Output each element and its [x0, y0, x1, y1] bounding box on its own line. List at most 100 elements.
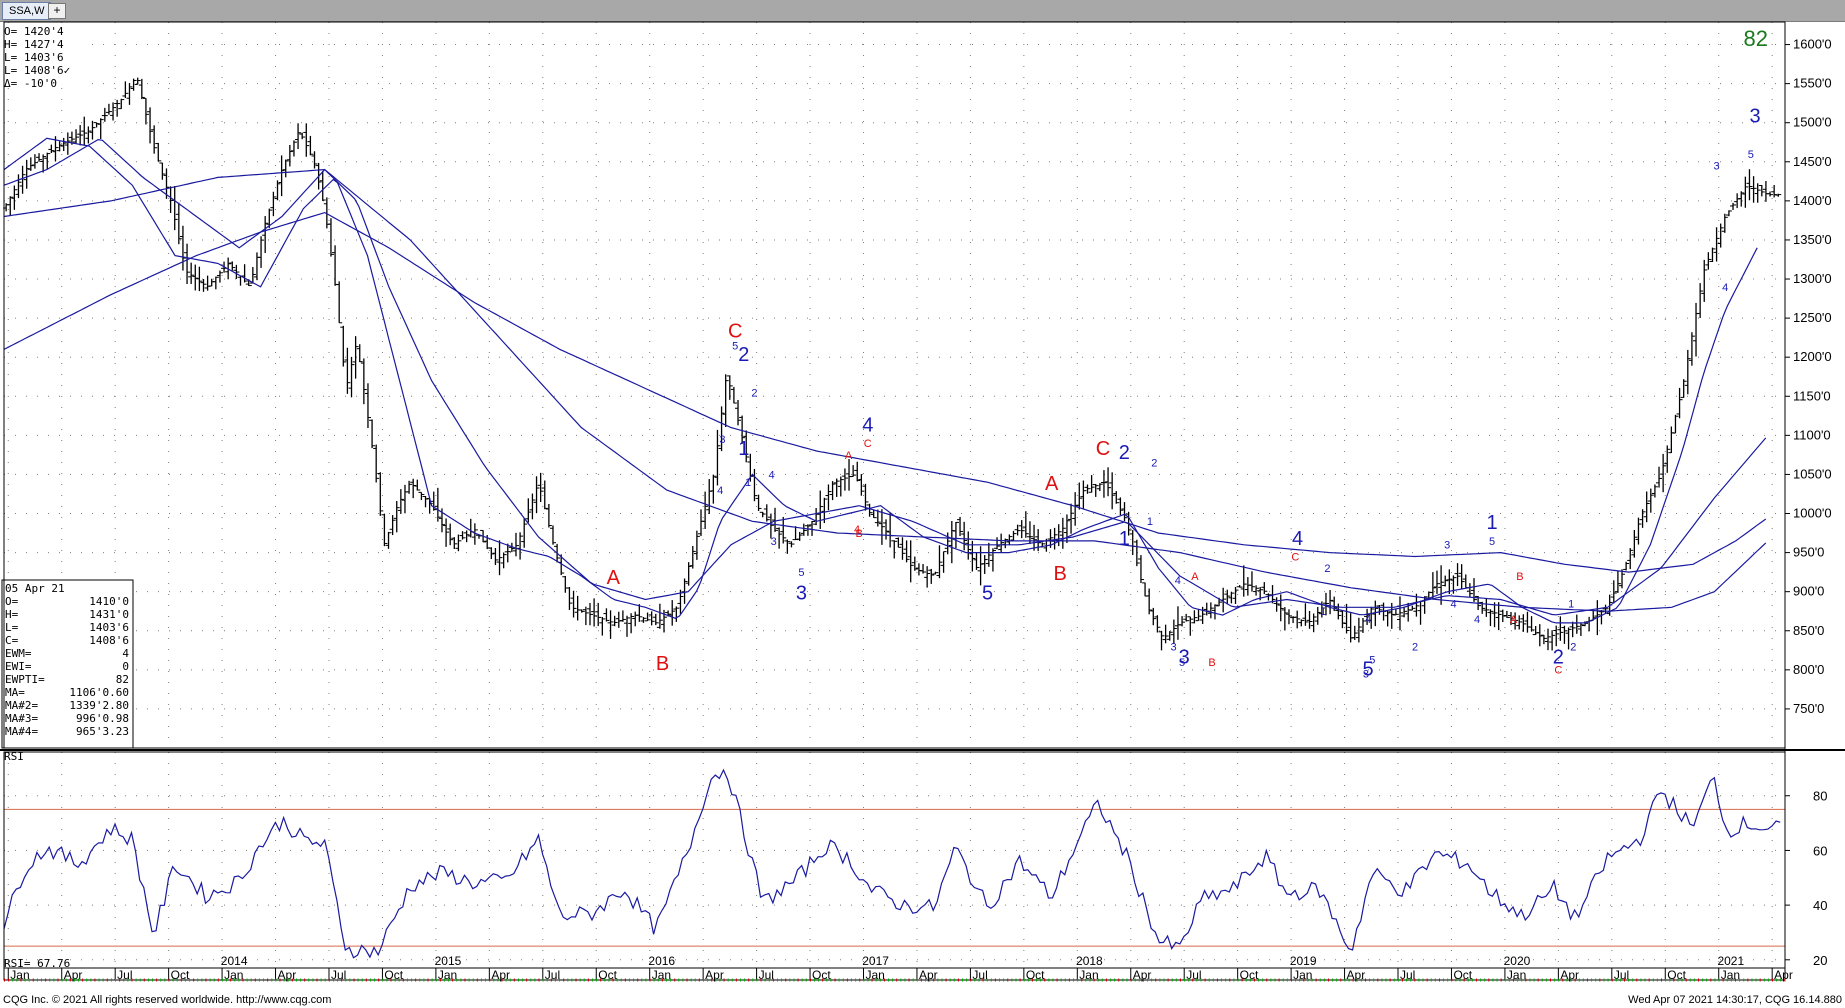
ohlc-row: H= 1427'4 — [4, 38, 64, 51]
price-tick-label: 1150'0 — [1793, 388, 1831, 403]
price-axis: 1600'0 1550'0 1500'0 1450'0 1400'0 1350'0 1300… — [1785, 37, 1832, 716]
info-key: H= — [5, 608, 19, 621]
year-label: 2021 — [1717, 954, 1744, 968]
month-label: Apr — [919, 968, 938, 982]
info-key: MA= — [5, 686, 25, 699]
month-label: Apr — [64, 968, 83, 982]
wave-label: B — [1054, 563, 1067, 585]
wave-label: A — [845, 450, 853, 462]
wave-label: 5 — [1489, 536, 1495, 548]
month-label: Jul — [331, 968, 346, 982]
rsi-tick-label: 60 — [1813, 843, 1827, 858]
price-tick-label: 1300'0 — [1793, 271, 1832, 286]
price-tick-label: 1600'0 — [1793, 37, 1832, 52]
ohlc-row: L= 1403'6 — [4, 51, 64, 64]
wave-label: 4 — [862, 414, 873, 436]
info-key: MA#3= — [5, 712, 38, 725]
info-value: 965'3.23 — [76, 725, 129, 738]
wave-label: 3 — [1444, 540, 1450, 552]
wave-label: 2 — [1151, 458, 1157, 470]
info-value: 82 — [116, 673, 129, 686]
price-tick-label: 1500'0 — [1793, 115, 1832, 130]
wave-label: B — [1208, 657, 1215, 669]
wave-label: 4 — [1292, 528, 1303, 550]
wave-label: 2 — [1412, 641, 1418, 653]
info-key: EWM= — [5, 647, 32, 660]
wave-label: 2 — [1119, 442, 1130, 464]
price-tick-label: 1000'0 — [1793, 506, 1832, 521]
info-key: MA#2= — [5, 699, 38, 712]
wave-label: B — [656, 653, 669, 675]
wave-label: 4 — [1175, 575, 1181, 587]
rsi-axis: 80 60 40 20 — [1785, 789, 1827, 968]
month-label: Jul — [1186, 968, 1201, 982]
moving-average-ma2 — [3, 138, 1767, 616]
wave-label: 3 — [796, 582, 807, 604]
price-panel-frame — [3, 21, 1786, 749]
wave-label: 2 — [738, 344, 749, 366]
wave-label: 5 — [732, 340, 738, 352]
info-value: 4 — [122, 647, 129, 660]
ohlc-row: L= 1408'6✓ — [4, 64, 70, 77]
ohlc-row: Δ= -10'0 — [4, 77, 57, 90]
wave-label: 1 — [738, 438, 749, 460]
wave-label: 3 — [1170, 641, 1176, 653]
wave-label: 2 — [1570, 641, 1576, 653]
price-grid — [4, 22, 1785, 748]
moving-average-ma3 — [3, 211, 1767, 573]
copyright-footer: CQG Inc. © 2021 All rights reserved worl… — [3, 994, 332, 1006]
info-key: O= — [5, 595, 19, 608]
price-tick-label: 800'0 — [1793, 662, 1824, 677]
add-tab-button[interactable]: + — [48, 3, 66, 19]
wave-label: C — [1554, 665, 1562, 677]
month-label: Apr — [1347, 968, 1366, 982]
price-tick-label: 1100'0 — [1793, 427, 1831, 442]
wave-label: 3 — [1750, 106, 1761, 128]
info-key: L= — [5, 621, 19, 634]
year-label: 2018 — [1076, 954, 1103, 968]
price-tick-label: 1450'0 — [1793, 154, 1832, 169]
wave-label: C — [1096, 438, 1110, 460]
info-value: 1408'6 — [89, 634, 129, 647]
rsi-label: RSI — [4, 750, 24, 763]
info-key: MA#4= — [5, 725, 38, 738]
rsi-tick-label: 20 — [1813, 953, 1827, 968]
wave-label: 5 — [798, 567, 804, 579]
wave-label: 1 — [1119, 528, 1130, 550]
month-label: Jul — [545, 968, 560, 982]
month-label: Apr — [1133, 968, 1152, 982]
rsi-line — [3, 768, 1781, 959]
year-label: 2016 — [648, 954, 675, 968]
price-tick-label: 1050'0 — [1793, 466, 1832, 481]
ewpt-value: 82 — [1744, 26, 1768, 51]
moving-average-ma4 — [3, 168, 1767, 612]
month-label: Apr — [491, 968, 510, 982]
moving-averages — [3, 137, 1767, 624]
wave-label: 1 — [1320, 606, 1326, 618]
wave-label: 3 — [1363, 669, 1369, 681]
info-key: EWPTI= — [5, 673, 45, 686]
wave-label: 5 — [1748, 149, 1754, 161]
rsi-panel-frame — [3, 751, 1786, 969]
price-tick-label: 1250'0 — [1793, 310, 1832, 325]
info-value: 1403'6 — [89, 621, 129, 634]
price-tick-label: 1400'0 — [1793, 193, 1832, 208]
rsi-tick-label: 80 — [1813, 789, 1827, 804]
rsi-grid — [4, 752, 1785, 968]
wave-label: 1 — [745, 477, 751, 489]
year-label: 2015 — [435, 954, 462, 968]
wave-label: 4 — [1365, 614, 1371, 626]
info-date: 05 Apr 21 — [5, 582, 65, 595]
month-label: Apr — [1560, 968, 1579, 982]
info-value: 0 — [122, 660, 129, 673]
month-label: Jul — [759, 968, 774, 982]
wave-label: 4 — [1474, 614, 1480, 626]
price-tick-label: 1550'0 — [1793, 76, 1832, 91]
rsi-series — [3, 768, 1781, 959]
tab-ssa-weekly[interactable]: SSA,W — [2, 2, 52, 20]
ohlc-box: O= 1420'4 H= 1427'4 L= 1403'6 L= 1408'6✓… — [1, 24, 83, 90]
info-value: 1106'0.60 — [69, 686, 129, 699]
wave-label: 4 — [1722, 282, 1728, 294]
